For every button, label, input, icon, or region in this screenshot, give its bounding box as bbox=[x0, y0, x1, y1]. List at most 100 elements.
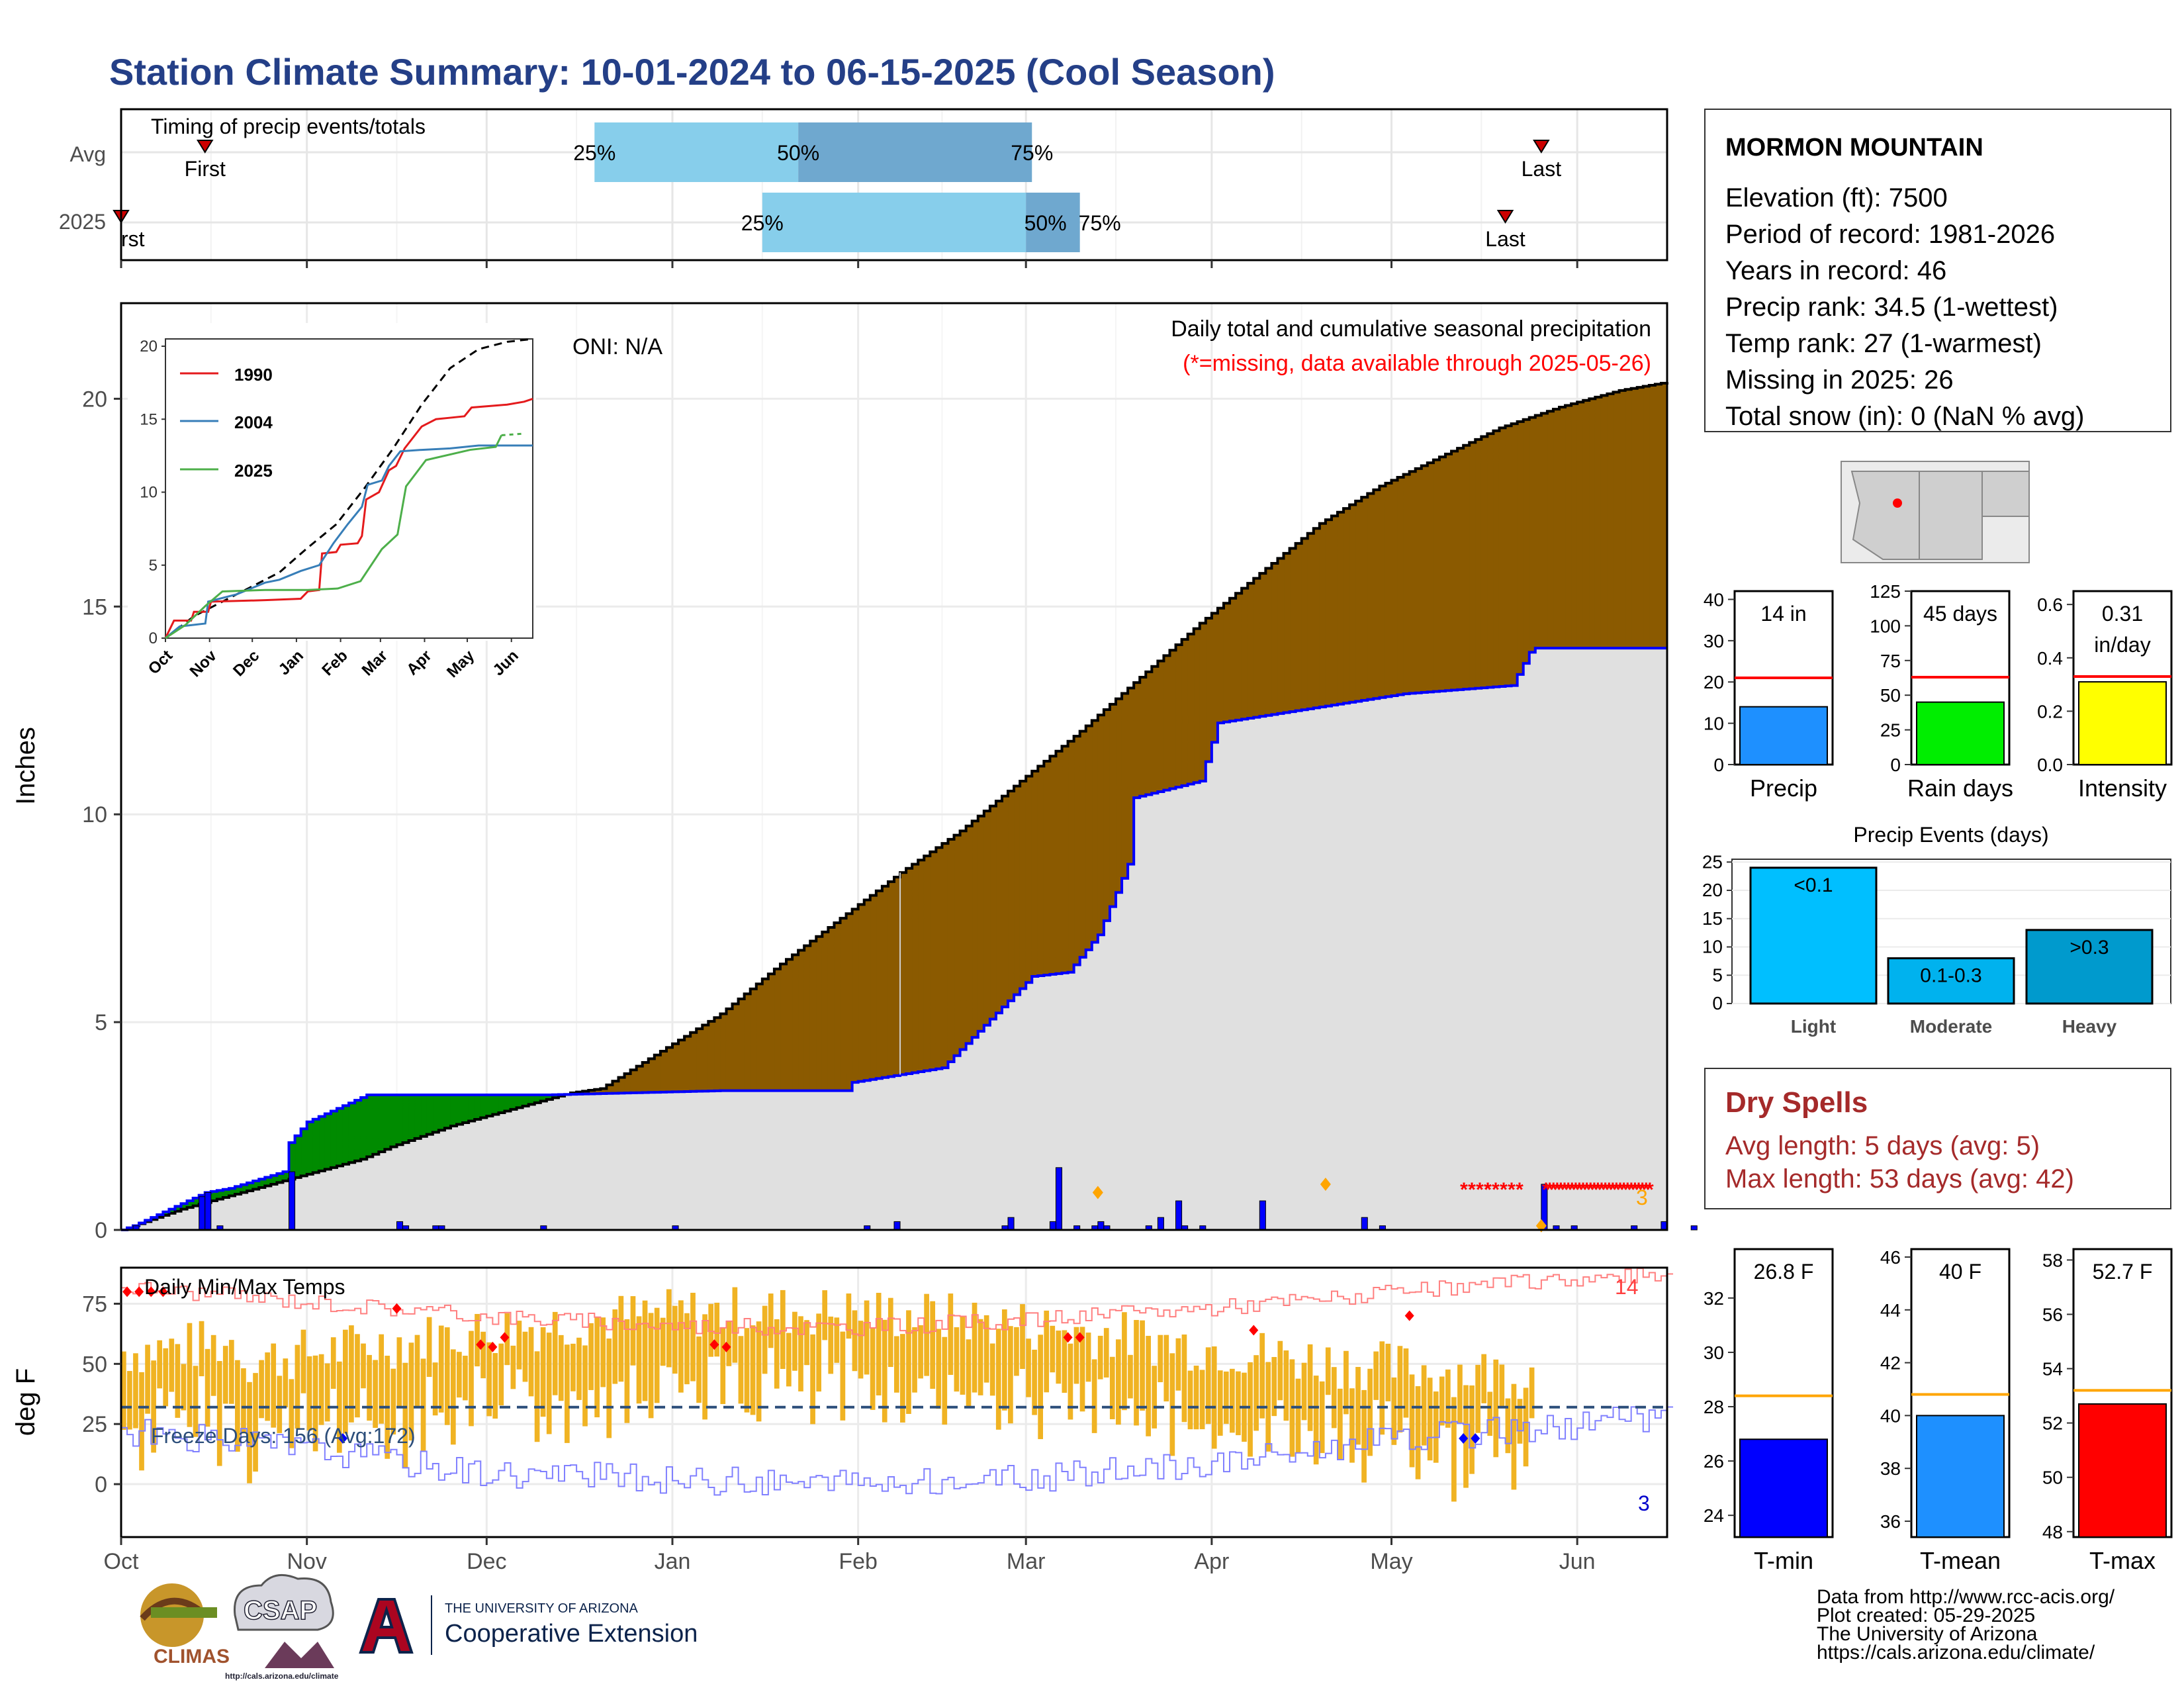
daily-temp-bar bbox=[894, 1336, 899, 1393]
timing-label-25: 25% bbox=[741, 211, 784, 235]
daily-temp-bar bbox=[1331, 1367, 1337, 1429]
daily-temp-bar bbox=[594, 1317, 600, 1418]
daily-temp-bar bbox=[930, 1301, 936, 1389]
daily-temp-bar bbox=[516, 1321, 522, 1370]
daily-temp-bar bbox=[1097, 1335, 1103, 1380]
summary-bar-tick-label: 125 bbox=[1870, 581, 1901, 602]
daily-temp-bar bbox=[145, 1344, 150, 1414]
summary-bar-tick-label: 28 bbox=[1704, 1397, 1724, 1417]
daily-temp-bar bbox=[1277, 1340, 1283, 1401]
first-label: rst bbox=[121, 227, 145, 251]
record-high-marker bbox=[1404, 1310, 1414, 1321]
summary-bar-value-label: 0.31 bbox=[2102, 602, 2143, 626]
credit-website: https://cals.arizona.edu/climate/ bbox=[1817, 1642, 2095, 1664]
dry-spells-box: Dry Spells Avg length: 5 days (avg: 5) M… bbox=[1704, 1068, 2171, 1209]
daily-temp-bar bbox=[1050, 1325, 1056, 1373]
station-info-line: Period of record: 1981-2026 bbox=[1725, 220, 2055, 249]
arizona-shape bbox=[1850, 471, 1920, 560]
station-info-line: Temp rank: 27 (1-warmest) bbox=[1725, 329, 2042, 358]
daily-temp-bar bbox=[1259, 1333, 1265, 1419]
daily-temp-bar bbox=[978, 1319, 983, 1395]
inset-tick-label: 5 bbox=[149, 557, 158, 575]
precip-event-bar bbox=[1887, 957, 2015, 1005]
daily-temp-bar bbox=[373, 1360, 378, 1429]
summary-bar-tick-label: 58 bbox=[2042, 1250, 2063, 1270]
daily-temp-bar bbox=[1079, 1327, 1085, 1412]
missing-marker: * bbox=[1500, 1179, 1508, 1201]
events-tick-label: 0 bbox=[1712, 993, 1723, 1013]
daily-temp-bar bbox=[510, 1345, 516, 1389]
summary-bar-label: Intensity bbox=[2078, 774, 2167, 802]
daily-temp-bar bbox=[983, 1315, 989, 1383]
daily-temp-bar bbox=[630, 1296, 636, 1366]
daily-precip-bar bbox=[199, 1196, 206, 1231]
daily-temp-bar bbox=[1146, 1336, 1151, 1436]
timing-bar-25-50 bbox=[594, 122, 799, 182]
summary-bar-tick-label: 20 bbox=[1704, 672, 1724, 692]
record-high-marker bbox=[392, 1303, 402, 1314]
month-label: Oct bbox=[104, 1549, 139, 1574]
daily-temp-bar bbox=[1338, 1388, 1343, 1460]
summary-bar-value-label: 14 in bbox=[1760, 602, 1806, 626]
daily-temp-bar bbox=[1271, 1356, 1277, 1417]
daily-temp-bar bbox=[253, 1373, 258, 1472]
summary-bar-value-label: 52.7 F bbox=[2093, 1260, 2153, 1284]
daily-temp-bar bbox=[349, 1325, 354, 1423]
daily-temp-bar bbox=[918, 1325, 923, 1379]
precip-tick-label: 15 bbox=[82, 594, 107, 620]
summary-bar-tick-label: 36 bbox=[1880, 1511, 1901, 1532]
missing-marker: * bbox=[1468, 1179, 1476, 1201]
daily-temp-bar bbox=[798, 1316, 803, 1391]
daily-temp-bar bbox=[432, 1362, 438, 1416]
daily-temp-bar bbox=[660, 1317, 666, 1366]
summary-bar-tick-label: 30 bbox=[1704, 631, 1724, 651]
daily-temp-bar bbox=[396, 1337, 402, 1409]
daily-temp-bar bbox=[744, 1328, 750, 1413]
daily-temp-bar bbox=[786, 1333, 792, 1387]
daily-temp-bar bbox=[708, 1303, 714, 1357]
daily-temp-bar bbox=[1295, 1378, 1301, 1453]
missing-marker: * bbox=[1546, 1179, 1554, 1201]
daily-temp-bar bbox=[480, 1331, 486, 1379]
precip-events-title: Precip Events (days) bbox=[1853, 823, 2048, 847]
dry-spells-avg: Avg length: 5 days (avg: 5) bbox=[1725, 1131, 2040, 1160]
daily-temp-bar bbox=[642, 1300, 648, 1401]
daily-temp-bar bbox=[469, 1331, 474, 1427]
precip-corner-count: 3 bbox=[1636, 1186, 1648, 1209]
daily-temp-bar bbox=[1026, 1338, 1031, 1397]
summary-bar-tick-label: 38 bbox=[1880, 1458, 1901, 1479]
daily-temp-bar bbox=[343, 1329, 348, 1434]
missing-marker: * bbox=[1476, 1179, 1484, 1201]
daily-temp-bar bbox=[720, 1327, 726, 1405]
station-info-line: Total snow (in): 0 (NaN % avg) bbox=[1725, 402, 2084, 431]
daily-temp-bar bbox=[379, 1334, 385, 1424]
missing-marker: * bbox=[1586, 1179, 1594, 1201]
daily-temp-bar bbox=[1073, 1327, 1079, 1384]
daily-temp-bar bbox=[1397, 1346, 1403, 1432]
record-low-line bbox=[121, 1406, 1674, 1496]
inset-tick-label: 0 bbox=[149, 630, 158, 647]
daily-temp-bar bbox=[216, 1361, 222, 1466]
credit-data-source: Data from http://www.rcc-acis.org/ bbox=[1817, 1586, 2115, 1608]
daily-temp-bar bbox=[475, 1313, 480, 1367]
ua-logo: THE UNIVERSITY OF ARIZONA Cooperative Ex… bbox=[359, 1595, 698, 1655]
record-high-marker bbox=[476, 1339, 486, 1350]
daily-temp-bar bbox=[235, 1360, 240, 1452]
daily-temp-bar bbox=[289, 1379, 295, 1448]
daily-temp-bar bbox=[552, 1311, 558, 1395]
daily-temp-bar bbox=[948, 1293, 954, 1376]
events-tick-label: 15 bbox=[1702, 908, 1723, 929]
daily-temp-bar bbox=[1445, 1369, 1451, 1428]
daily-temp-bar bbox=[414, 1335, 420, 1408]
daily-temp-bar bbox=[265, 1352, 270, 1421]
timing-row-label-avg: Avg bbox=[69, 142, 106, 166]
daily-temp-bar bbox=[336, 1361, 342, 1453]
daily-temp-bar bbox=[546, 1333, 552, 1434]
daily-temp-bar bbox=[1301, 1362, 1307, 1421]
summary-bar-tick-label: 50 bbox=[1880, 685, 1901, 706]
missing-marker: * bbox=[1484, 1179, 1492, 1201]
daily-temp-bar bbox=[187, 1323, 193, 1427]
missing-marker: * bbox=[1565, 1179, 1572, 1201]
daily-temp-bar bbox=[1433, 1391, 1439, 1463]
daily-temp-bar bbox=[1103, 1328, 1109, 1378]
